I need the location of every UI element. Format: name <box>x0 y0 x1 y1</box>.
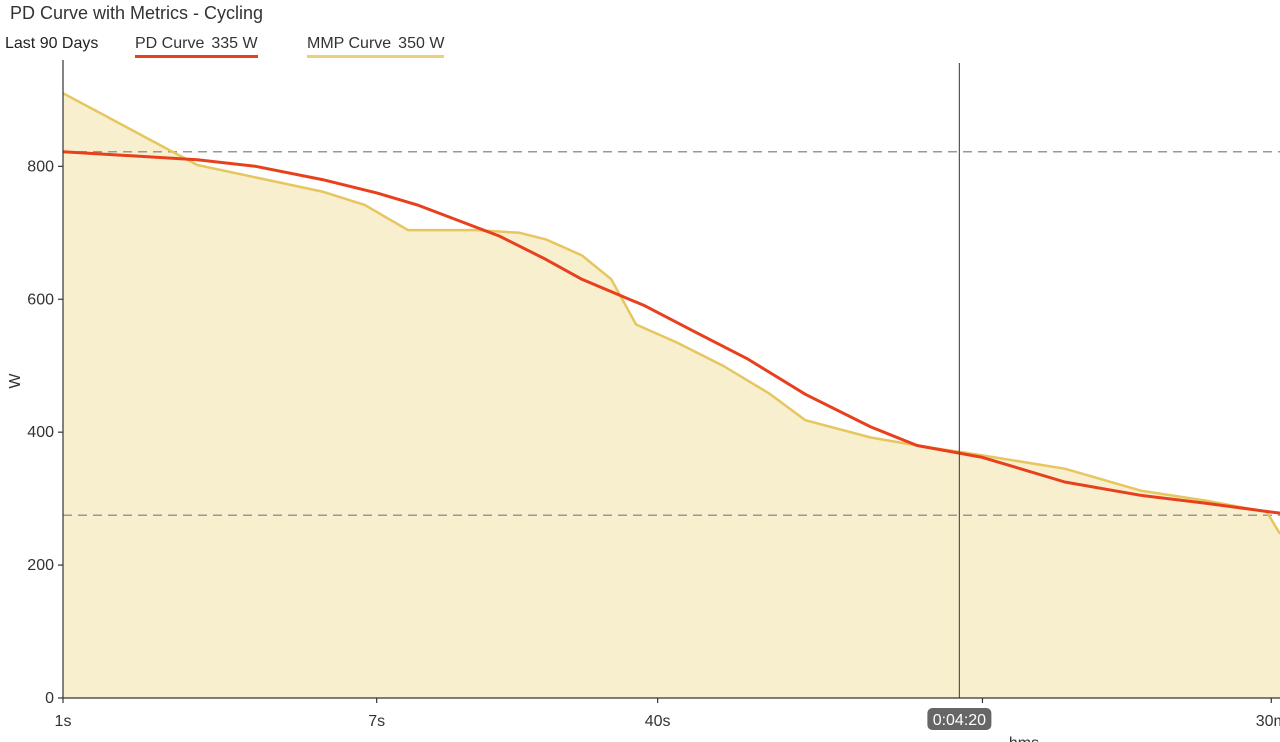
y-tick-label: 0 <box>45 690 54 707</box>
y-tick-label: 600 <box>27 291 54 308</box>
cursor-value-badge <box>927 708 992 730</box>
y-tick-label: 400 <box>27 424 54 441</box>
legend-item-pd-curve[interactable]: PD Curve 335 W <box>135 35 258 58</box>
legend-value: 350 W <box>398 35 445 52</box>
chart-title: PD Curve with Metrics - Cycling <box>10 3 264 23</box>
x-axis-title: hms <box>1009 735 1039 742</box>
legend-label: MMP Curve <box>307 35 392 52</box>
y-tick-label: 200 <box>27 557 54 574</box>
cursor-value-label: 0:04:20 <box>933 712 986 729</box>
mmp-curve-line[interactable] <box>62 92 1280 535</box>
legend-label: PD Curve <box>135 35 205 52</box>
y-tick-label: 800 <box>27 158 54 175</box>
pd-curve-line[interactable] <box>62 150 1280 515</box>
x-tick-label: 40s <box>645 713 671 730</box>
x-tick-label: 30m <box>1256 713 1280 730</box>
legend-value: 335 W <box>211 35 258 52</box>
legend-swatch <box>307 55 445 58</box>
legend-swatch <box>135 55 258 58</box>
x-tick-label: 1s <box>55 713 72 730</box>
mmp-curve-area <box>63 93 1280 698</box>
x-tick-label: 7s <box>368 713 385 730</box>
legend-date-range: Last 90 Days <box>5 35 99 52</box>
y-axis-title: W <box>7 373 24 389</box>
legend-item-mmp-curve[interactable]: MMP Curve 350 W <box>307 35 445 58</box>
